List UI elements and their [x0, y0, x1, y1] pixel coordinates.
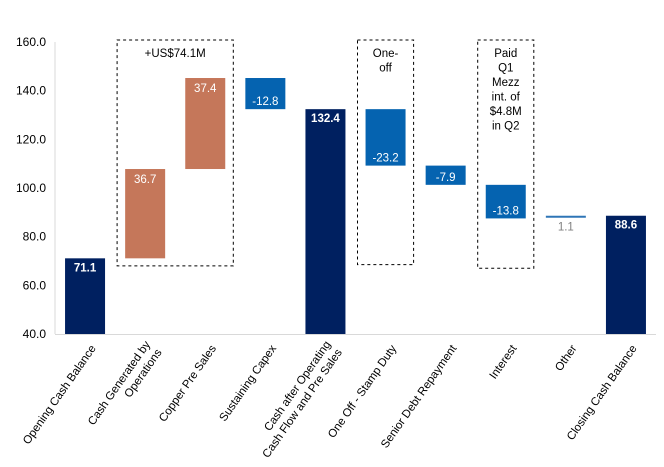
annotation-border — [116, 39, 234, 267]
annotation-box: +US$74.1M — [116, 39, 234, 267]
bar-other — [545, 215, 586, 218]
x-category-label: Sustaining Capex — [218, 343, 280, 424]
data-label: -23.2 — [372, 153, 398, 165]
bar-decrease — [245, 78, 286, 110]
y-tick-label: 60.0 — [23, 278, 47, 292]
data-label: 88.6 — [615, 220, 637, 232]
y-tick-label: 120.0 — [16, 132, 46, 146]
data-label: -12.8 — [252, 96, 278, 108]
data-label: 37.4 — [194, 83, 217, 95]
annotation-text: in Q2 — [492, 121, 520, 133]
annotation-text: $4.8M — [490, 106, 522, 118]
y-tick-label: 140.0 — [16, 84, 46, 98]
bar-increase — [125, 169, 166, 259]
x-tick-label: Other — [553, 343, 579, 374]
y-tick-label: 80.0 — [23, 230, 47, 244]
x-tick-label: Opening Cash Balance — [21, 343, 99, 447]
y-tick-label: 40.0 — [23, 327, 47, 341]
annotation-boxes: +US$74.1M One-off Paid Q1 Mezz int. of $4.8M in… — [116, 39, 535, 269]
bar-total — [65, 258, 106, 334]
annotation-text: Q1 — [498, 63, 513, 75]
annotation-box: One-off — [357, 39, 415, 266]
y-tick-label: 160.0 — [16, 35, 46, 49]
bar-decrease — [365, 109, 406, 166]
annotation-box: Paid Q1 Mezz int. of $4.8M in Q2 — [477, 39, 535, 269]
data-label: 71.1 — [74, 262, 97, 274]
y-tick-label: 100.0 — [16, 181, 46, 195]
annotation-text: +US$74.1M — [145, 48, 206, 60]
x-tick-label: Copper Pre Sales — [157, 343, 219, 424]
x-tick-label: Interest — [488, 342, 520, 381]
data-label: 132.4 — [311, 113, 340, 125]
annotation-border — [477, 39, 535, 269]
x-category-label: Opening Cash Balance — [21, 343, 99, 447]
data-label: 36.7 — [134, 174, 156, 186]
data-label: 1.1 — [558, 222, 574, 234]
annotation-text: int. of — [492, 92, 521, 104]
x-category-label: Copper Pre Sales — [157, 343, 219, 424]
x-category-label: Interest — [488, 342, 520, 381]
bar-total — [305, 109, 346, 334]
annotation-text: off — [379, 63, 392, 75]
x-category-label: Other — [553, 343, 579, 374]
bars — [65, 78, 646, 334]
x-category-label: Closing Cash Balance — [565, 343, 640, 443]
annotation-text: Mezz — [492, 77, 520, 89]
annotation-text: One- — [373, 48, 399, 60]
bar-decrease — [425, 165, 466, 185]
data-labels: 71.1 36.7 37.4 -12.8 132.4 -23.2 -7.9 -13.8 1.1 8… — [74, 83, 637, 274]
bar-decrease — [485, 184, 526, 219]
x-tick-label: Cash Flow and Pre Sales — [261, 347, 345, 460]
y-axis: 40.0 60.0 80.0 100.0 120.0 140.0 160.0 — [16, 35, 56, 341]
x-tick-label: Sustaining Capex — [218, 343, 280, 424]
annotation-border — [357, 39, 415, 266]
bar-increase — [185, 78, 226, 170]
bar-total — [605, 215, 646, 334]
data-label: -13.8 — [493, 205, 519, 217]
data-label: -7.9 — [436, 172, 456, 184]
x-tick-label: Closing Cash Balance — [565, 343, 640, 443]
annotation-text: Paid — [494, 48, 517, 60]
